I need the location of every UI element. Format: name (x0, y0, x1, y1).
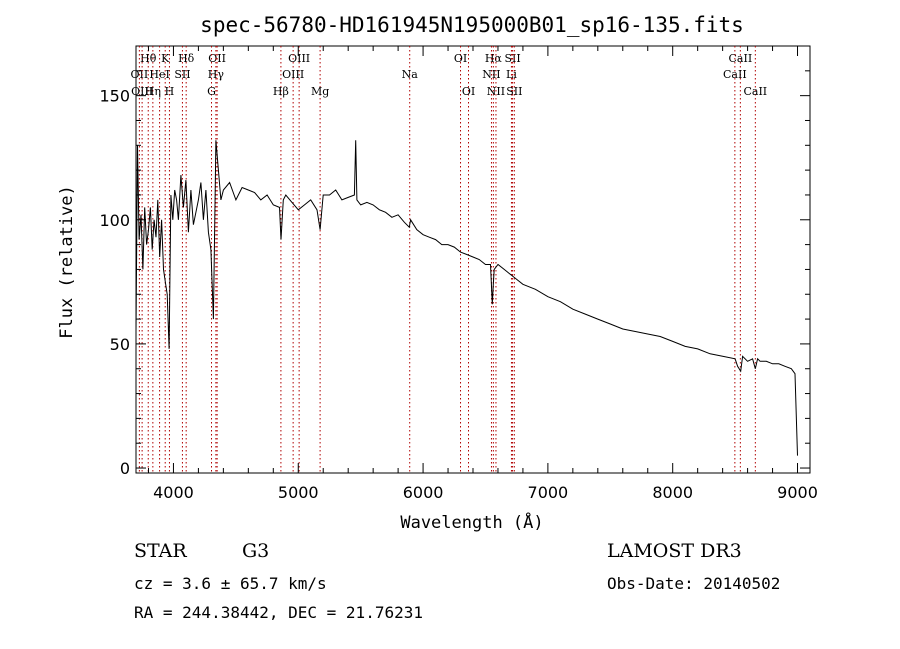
survey-name: LAMOST DR3 (607, 540, 742, 562)
line-marker-label: Mg (311, 85, 329, 98)
line-marker-label: NII (482, 68, 500, 81)
line-marker-label: OII (131, 68, 149, 81)
x-tick-label: 6000 (403, 483, 444, 502)
line-marker-label: Hδ (178, 52, 195, 65)
x-tick-label: 9000 (777, 483, 818, 502)
line-marker-label: OIII (288, 52, 310, 65)
chart-title: spec-56780-HD161945N195000B01_sp16-135.f… (200, 13, 744, 37)
line-marker-label: OI (462, 85, 475, 98)
line-marker-label: H (165, 85, 175, 98)
x-tick-label: 7000 (528, 483, 569, 502)
line-marker-label: Hβ (273, 85, 289, 98)
line-marker-label: OII (208, 52, 226, 65)
x-axis-ticks: 4000 5000 6000 7000 8000 9000 (147, 46, 818, 502)
y-tick-label: 100 (99, 211, 130, 230)
line-marker-label: OI (454, 52, 467, 65)
line-marker-label: OIII (282, 68, 304, 81)
y-axis-label: Flux (relative) (57, 185, 77, 339)
y-tick-label: 50 (110, 335, 130, 354)
line-marker-label: K (161, 52, 170, 65)
line-marker-label: Hη (145, 85, 161, 98)
x-tick-label: 8000 (652, 483, 693, 502)
coordinates: RA = 244.38442, DEC = 21.76231 (134, 603, 423, 622)
line-marker-label: NII (487, 85, 505, 98)
line-marker-label: CaII (723, 68, 747, 81)
line-marker-label: Li (506, 68, 517, 81)
subclass: G3 (242, 540, 270, 562)
line-marker-label: OIII (131, 85, 153, 98)
y-axis-ticks: 0 50 100 150 (99, 70, 810, 478)
line-marker-label: SII (504, 52, 520, 65)
line-marker-label: Hγ (208, 68, 225, 81)
line-marker-label: HeI (149, 68, 169, 81)
line-marker-label: Na (402, 68, 419, 81)
x-tick-label: 4000 (153, 483, 194, 502)
x-tick-label: 5000 (278, 483, 319, 502)
line-marker-label: CaII (729, 52, 753, 65)
y-tick-label: 0 (120, 459, 130, 478)
obs-date: Obs-Date: 20140502 (607, 574, 781, 593)
object-class: STAR (134, 540, 187, 562)
redshift: cz = 3.6 ± 65.7 km/s (134, 574, 327, 593)
plot-frame (135, 45, 811, 474)
x-axis-label: Wavelength (Å) (400, 511, 543, 533)
line-marker-label: CaII (743, 85, 767, 98)
spectrum-line (135, 140, 798, 456)
y-tick-label: 150 (99, 87, 130, 106)
line-marker-label: Hα (485, 52, 503, 65)
line-marker-label: SII (506, 85, 522, 98)
line-marker-label: G (207, 85, 216, 98)
line-marker-label: SII (174, 68, 190, 81)
